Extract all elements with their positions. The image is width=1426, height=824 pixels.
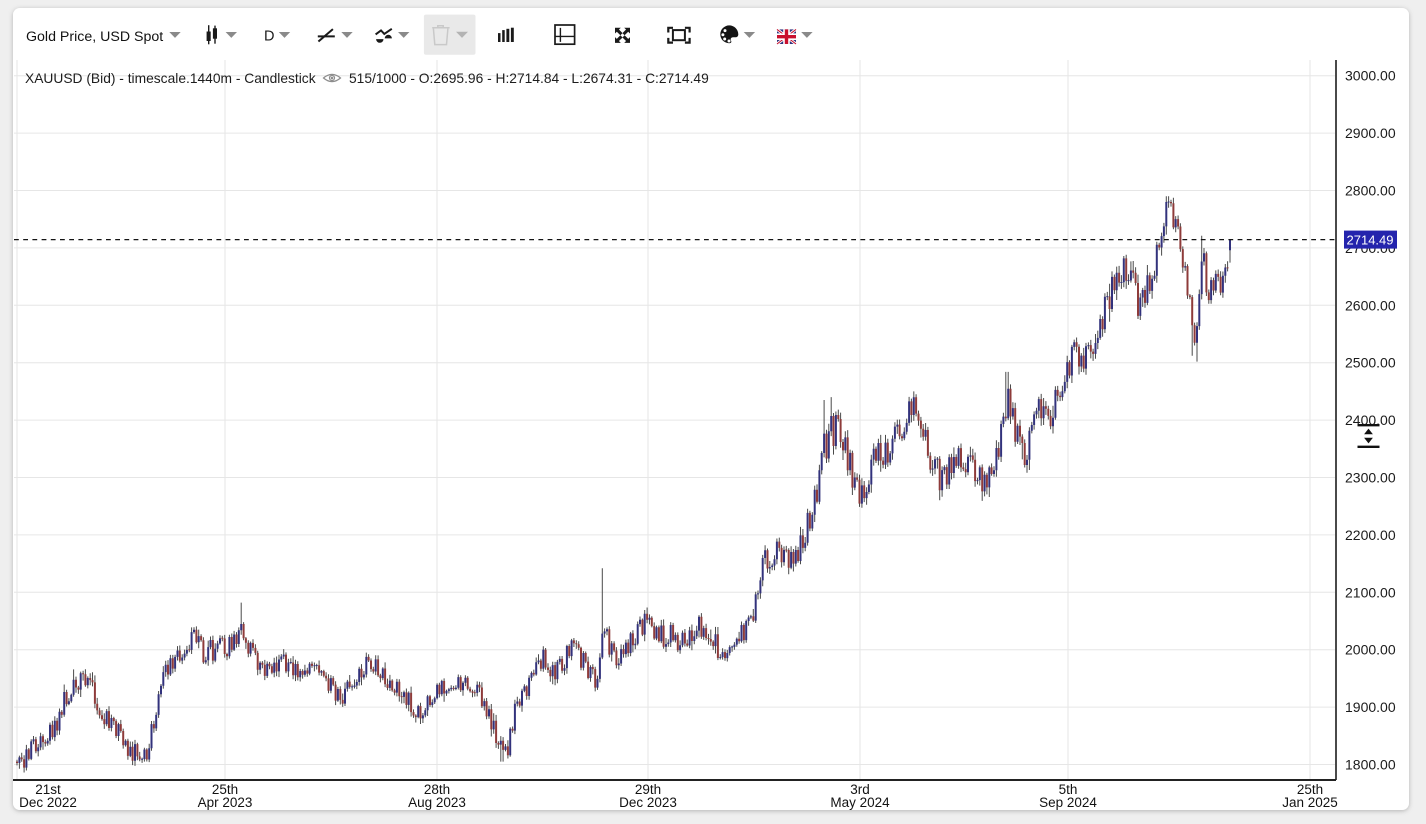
svg-text:5th: 5th bbox=[1059, 782, 1078, 797]
svg-text:XAUUSD (Bid) - timescale.1440m: XAUUSD (Bid) - timescale.1440m - Candles… bbox=[25, 71, 316, 86]
svg-text:2500.00: 2500.00 bbox=[1345, 355, 1396, 371]
svg-text:Aug 2023: Aug 2023 bbox=[408, 795, 466, 810]
svg-text:Dec 2022: Dec 2022 bbox=[19, 795, 77, 810]
svg-text:2300.00: 2300.00 bbox=[1345, 470, 1396, 486]
svg-text:D: D bbox=[264, 29, 274, 45]
svg-text:Dec 2023: Dec 2023 bbox=[619, 795, 677, 810]
svg-text:3rd: 3rd bbox=[850, 782, 870, 797]
svg-text:515/1000 - O:2695.96 - H:2714.: 515/1000 - O:2695.96 - H:2714.84 - L:267… bbox=[349, 71, 709, 86]
svg-text:3000.00: 3000.00 bbox=[1345, 68, 1396, 84]
svg-text:2100.00: 2100.00 bbox=[1345, 584, 1396, 600]
svg-text:Sep 2024: Sep 2024 bbox=[1039, 795, 1097, 810]
svg-text:2900.00: 2900.00 bbox=[1345, 125, 1396, 141]
svg-text:2714.49: 2714.49 bbox=[1347, 232, 1394, 247]
svg-text:2200.00: 2200.00 bbox=[1345, 527, 1396, 543]
svg-text:1900.00: 1900.00 bbox=[1345, 699, 1396, 715]
svg-text:25th: 25th bbox=[1297, 782, 1323, 797]
svg-text:Apr 2023: Apr 2023 bbox=[198, 795, 253, 810]
svg-text:May 2024: May 2024 bbox=[830, 795, 890, 810]
svg-text:29th: 29th bbox=[635, 782, 661, 797]
svg-text:2000.00: 2000.00 bbox=[1345, 642, 1396, 658]
svg-text:21st: 21st bbox=[35, 782, 61, 797]
svg-text:Gold Price, USD Spot: Gold Price, USD Spot bbox=[26, 29, 163, 45]
svg-text:28th: 28th bbox=[424, 782, 450, 797]
svg-text:Jan 2025: Jan 2025 bbox=[1282, 795, 1338, 810]
svg-text:1800.00: 1800.00 bbox=[1345, 757, 1396, 773]
svg-text:2800.00: 2800.00 bbox=[1345, 183, 1396, 199]
svg-text:25th: 25th bbox=[212, 782, 238, 797]
svg-text:2600.00: 2600.00 bbox=[1345, 297, 1396, 313]
